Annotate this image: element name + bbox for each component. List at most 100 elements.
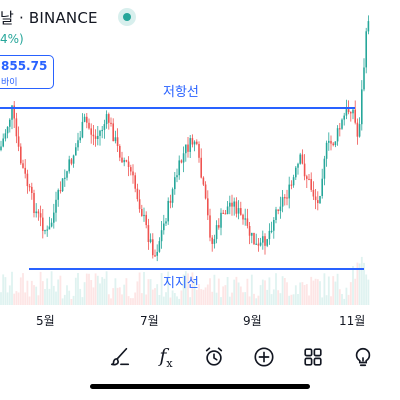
volume-bar xyxy=(66,285,68,305)
volume-bar xyxy=(24,292,27,305)
candle-body xyxy=(75,147,77,156)
candle-body xyxy=(44,230,46,232)
candle-body xyxy=(321,178,323,196)
volume-bar xyxy=(206,284,209,305)
volume-bar xyxy=(226,277,229,305)
candle-body xyxy=(180,160,183,163)
x-tick-label: 5월 xyxy=(36,314,55,328)
price-chart[interactable] xyxy=(0,0,400,310)
candle-body xyxy=(279,206,282,211)
candle-body xyxy=(281,197,284,207)
brush-icon xyxy=(110,347,130,366)
volume-bar xyxy=(136,281,139,305)
candle-body xyxy=(233,201,235,207)
candlesticks xyxy=(0,15,370,262)
volume-bar xyxy=(336,273,339,305)
candle-body xyxy=(171,189,174,203)
candle-body xyxy=(35,211,37,214)
candle-body xyxy=(211,237,213,244)
add-button[interactable] xyxy=(251,344,277,370)
volume-bar xyxy=(187,273,189,305)
candle-body xyxy=(204,184,207,199)
volume-bar xyxy=(327,276,330,305)
candle-body xyxy=(198,144,200,158)
candle-body xyxy=(132,171,134,176)
volume-bar xyxy=(123,284,126,305)
current-price: 855.75 xyxy=(1,59,48,73)
candle-body xyxy=(53,212,55,223)
volume-bar xyxy=(195,289,198,305)
candle-body xyxy=(99,130,101,136)
volume-bar xyxy=(220,297,222,305)
volume-bar xyxy=(125,278,128,305)
candle-body xyxy=(11,105,13,120)
price-tooltip[interactable]: 855.75 바이 xyxy=(0,55,54,89)
candle-body xyxy=(116,137,119,146)
candle-body xyxy=(286,197,288,199)
candle-body xyxy=(356,122,359,137)
candle-body xyxy=(149,239,152,242)
candle-body xyxy=(352,109,354,114)
candle-body xyxy=(145,214,147,226)
volume-bar xyxy=(193,279,196,305)
volume-bar xyxy=(173,293,176,305)
candle-body xyxy=(50,222,53,227)
candle-body xyxy=(363,67,365,90)
indicators-button[interactable]: fx xyxy=(153,344,179,370)
candle-body xyxy=(365,31,367,68)
candle-body xyxy=(154,255,156,257)
symbol-header[interactable]: 날 · BINANCE xyxy=(0,6,136,28)
volume-bar xyxy=(2,274,5,305)
candle-body xyxy=(39,213,42,218)
candle-body xyxy=(213,239,216,244)
symbol-title: 날 · BINANCE xyxy=(0,8,98,27)
candle-body xyxy=(264,236,266,246)
alert-button[interactable] xyxy=(201,344,227,370)
volume-bar xyxy=(92,287,95,305)
candle-body xyxy=(158,241,161,252)
function-icon: fx xyxy=(159,344,173,370)
volume-bar xyxy=(129,298,132,305)
candle-body xyxy=(88,122,90,129)
volume-bar xyxy=(116,287,119,305)
candle-body xyxy=(156,251,158,256)
candle-body xyxy=(328,140,330,143)
volume-bar xyxy=(180,290,183,305)
volume-bar xyxy=(154,288,156,305)
candle-body xyxy=(196,141,198,144)
layout-button[interactable] xyxy=(300,344,326,370)
volume-bar xyxy=(332,276,335,305)
volume-bar xyxy=(59,275,62,305)
candle-body xyxy=(275,209,277,220)
candle-body xyxy=(125,160,128,162)
candle-body xyxy=(297,163,299,168)
candle-body xyxy=(182,153,185,163)
candle-body xyxy=(2,138,4,147)
candle-body xyxy=(24,167,26,174)
volume-bar xyxy=(242,292,244,305)
volume-bar xyxy=(264,280,266,305)
volume-bar xyxy=(354,278,357,305)
volume-bar xyxy=(140,293,143,305)
volume-bar xyxy=(11,271,13,305)
candle-body xyxy=(141,209,143,216)
brush-button[interactable] xyxy=(107,344,133,370)
candle-body xyxy=(72,155,75,164)
ideas-button[interactable] xyxy=(350,344,376,370)
candle-body xyxy=(284,197,286,199)
candle-body xyxy=(255,243,257,245)
volume-bar xyxy=(57,279,60,305)
candle-body xyxy=(270,230,273,232)
candle-body xyxy=(9,119,11,127)
x-tick-label: 7월 xyxy=(140,314,159,328)
candle-body xyxy=(178,160,180,176)
candle-body xyxy=(354,109,356,123)
time-axis[interactable]: 5월 7월 9월 11월 xyxy=(0,310,400,330)
volume-bar xyxy=(283,278,286,305)
volume-bar xyxy=(239,286,242,305)
candle-body xyxy=(330,140,332,144)
volume-bar xyxy=(158,295,161,305)
volume-bar xyxy=(286,282,288,305)
candle-body xyxy=(187,144,189,152)
volume-bar xyxy=(266,289,269,305)
